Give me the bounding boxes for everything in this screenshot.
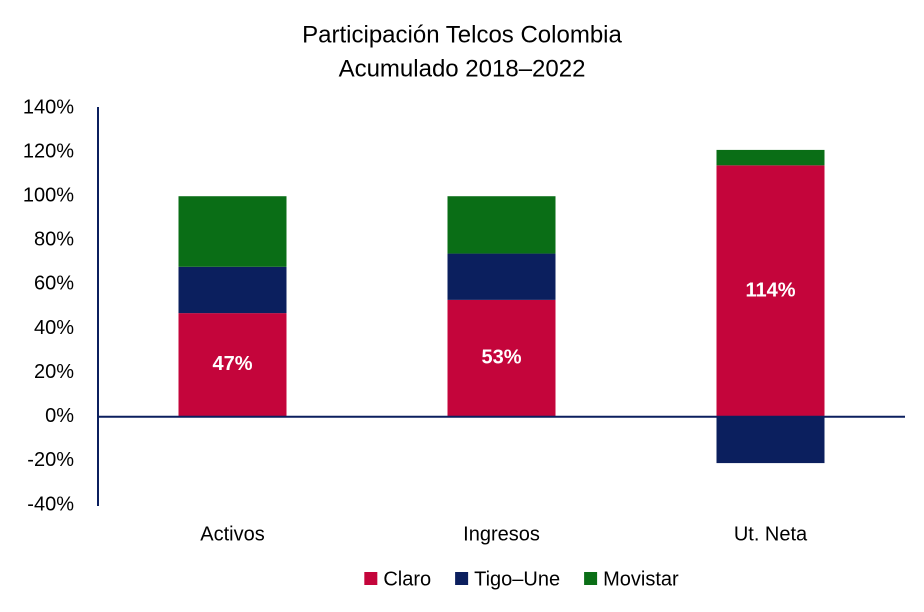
legend-swatch [584,572,598,585]
bar-segment [178,196,287,267]
bar-segment [716,416,825,464]
legend-label: Movistar [603,568,679,590]
legend-swatch [364,572,378,585]
legend-label: Claro [383,568,431,590]
x-tick-label: Activos [200,523,264,545]
y-tick-label: -20% [27,449,74,471]
bar-segment [716,149,825,166]
y-tick-label: 20% [34,361,74,383]
y-tick-label: 0% [45,405,74,427]
y-tick-label: 40% [34,317,74,339]
legend-label: Tigo–Une [474,568,560,590]
bar-segment [716,165,825,417]
value-label: 114% [745,279,795,301]
y-tick-label: 140% [23,96,74,118]
y-tick-label: 60% [34,273,74,295]
chart-subtitle: Acumulado 2018–2022 [339,55,586,82]
x-tick-label: Ingresos [463,523,540,545]
y-tick-label: 80% [34,229,74,251]
bar-segment [447,299,556,417]
value-label: 47% [212,353,252,375]
y-tick-label: 100% [23,185,74,207]
value-label: 53% [481,347,521,369]
bar-segment [178,313,287,417]
bar-segment [178,266,287,314]
chart-title: Participación Telcos Colombia [302,21,622,48]
bar-segment [447,196,556,254]
legend-swatch [455,572,469,585]
bar-segment [447,253,556,300]
x-tick-label: Ut. Neta [734,523,808,545]
y-tick-label: -40% [27,493,74,515]
y-tick-label: 120% [23,140,74,162]
